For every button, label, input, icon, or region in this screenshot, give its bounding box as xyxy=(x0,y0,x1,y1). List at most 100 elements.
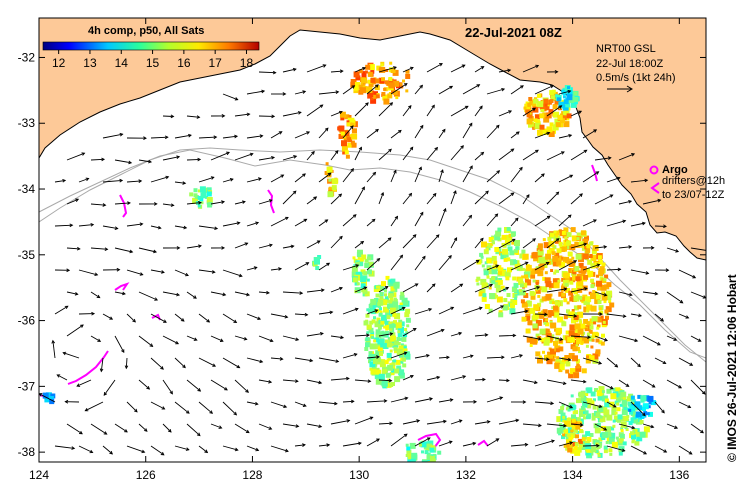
current-arrow xyxy=(54,305,69,315)
current-arrow xyxy=(654,357,667,365)
sst-pixel xyxy=(352,128,357,134)
current-arrow xyxy=(282,111,302,117)
sst-pixel xyxy=(631,434,636,440)
sst-pixel xyxy=(385,372,391,378)
sst-pixel xyxy=(481,241,487,248)
plot-frame xyxy=(38,17,707,463)
sst-pixel xyxy=(559,364,565,370)
sst-pixel xyxy=(614,411,618,415)
sst-pixel xyxy=(594,262,600,268)
sst-pixel xyxy=(328,187,334,193)
current-arrow xyxy=(114,159,133,165)
sst-pixel xyxy=(561,99,565,103)
sst-pixel xyxy=(623,407,627,410)
sst-pixel xyxy=(569,324,576,331)
sst-pixel xyxy=(384,308,388,312)
sst-pixel xyxy=(611,410,617,416)
current-arrow xyxy=(102,313,114,320)
sst-pixel xyxy=(375,350,382,357)
sst-pixel xyxy=(580,405,585,410)
sst-pixel xyxy=(536,93,541,98)
current-arrow xyxy=(402,104,412,117)
current-arrow xyxy=(534,131,551,139)
sst-pixel xyxy=(577,305,582,310)
sst-pixel xyxy=(630,398,634,402)
current-arrow xyxy=(294,131,311,139)
sst-pixel xyxy=(590,255,597,261)
sst-pixel xyxy=(352,277,358,283)
sst-pixel xyxy=(630,431,634,436)
sst-pixel xyxy=(560,412,566,418)
sst-pixel xyxy=(398,319,403,324)
sst-pixel xyxy=(561,256,565,260)
current-arrow xyxy=(258,290,270,295)
sst-pixel xyxy=(314,258,320,265)
sst-pixel xyxy=(406,449,412,455)
current-arrow xyxy=(414,211,424,227)
sst-pixel xyxy=(560,247,566,252)
current-arrow xyxy=(186,115,201,119)
sst-pixel xyxy=(368,351,373,356)
sst-pixel xyxy=(549,300,553,304)
current-arrow xyxy=(99,357,104,373)
current-arrow xyxy=(210,335,224,342)
sst-pixel xyxy=(581,272,586,277)
current-arrow xyxy=(570,379,587,384)
sst-pixel xyxy=(572,275,577,281)
current-arrow xyxy=(498,333,517,338)
sst-pixel xyxy=(374,78,380,84)
current-arrow xyxy=(246,89,266,95)
current-arrow xyxy=(174,133,192,139)
current-arrow xyxy=(126,269,144,276)
sst-pixel xyxy=(586,387,593,394)
current-arrow xyxy=(102,445,114,455)
current-arrow xyxy=(342,214,357,227)
current-arrow xyxy=(546,70,559,74)
current-arrow xyxy=(630,357,641,368)
sst-pixel xyxy=(580,296,585,302)
sst-pixel xyxy=(404,312,410,318)
sst-pixel xyxy=(640,395,647,402)
sst-pixel xyxy=(426,452,431,457)
sst-pixel xyxy=(389,349,393,353)
current-arrow xyxy=(282,335,300,342)
current-arrow xyxy=(150,313,167,323)
sst-pixel xyxy=(486,275,490,279)
drifters-label-2: to 23/07-12Z xyxy=(662,189,725,201)
sst-pixel xyxy=(586,268,590,273)
sst-pixel xyxy=(615,436,619,440)
sst-pixel xyxy=(367,79,372,84)
sst-pixel xyxy=(381,314,387,321)
current-arrow xyxy=(270,445,289,453)
current-arrow xyxy=(510,442,529,447)
sst-pixel xyxy=(638,417,642,422)
sst-pixel xyxy=(611,441,618,448)
sst-pixel xyxy=(572,355,578,362)
sst-pixel xyxy=(597,259,603,265)
sst-pixel xyxy=(596,274,599,278)
sst-pixel xyxy=(533,118,538,123)
sst-pixel xyxy=(537,357,543,364)
sst-pixel xyxy=(591,416,596,421)
sst-pixel xyxy=(390,343,394,347)
sst-pixel xyxy=(515,252,519,255)
sst-pixel xyxy=(537,249,544,256)
sst-pixel xyxy=(608,438,615,445)
sst-pixel xyxy=(326,166,333,173)
sst-pixel xyxy=(598,340,603,345)
sst-pixel xyxy=(550,269,554,272)
current-arrow xyxy=(546,151,565,161)
sst-pixel xyxy=(365,342,370,348)
current-arrow xyxy=(450,237,458,249)
sst-pixel xyxy=(563,227,569,233)
sst-pixel xyxy=(409,442,416,449)
sst-pixel xyxy=(581,437,586,442)
sst-pixel xyxy=(587,259,593,265)
sst-pixel xyxy=(643,411,648,416)
current-arrow xyxy=(606,313,627,318)
sst-pixel xyxy=(392,313,397,318)
x-tick-label: 134 xyxy=(563,468,583,482)
current-arrow xyxy=(534,215,551,227)
sst-pixel xyxy=(554,328,557,332)
